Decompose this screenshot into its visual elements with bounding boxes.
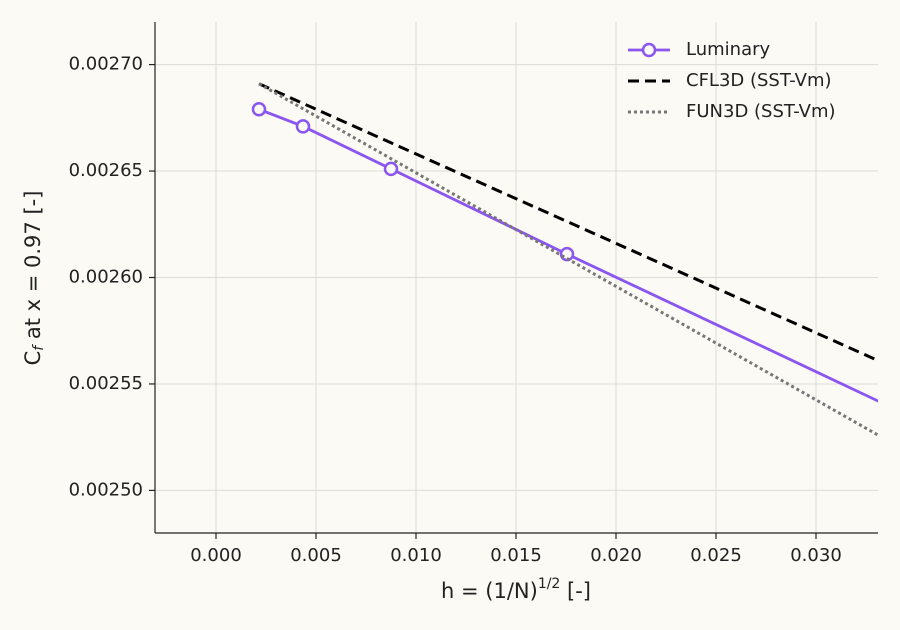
legend-label: Luminary xyxy=(686,39,770,60)
series-line xyxy=(258,107,878,403)
series-line xyxy=(258,82,878,362)
y-tick-label: 0.00270 xyxy=(69,54,143,75)
data-point xyxy=(890,404,900,416)
legend-label: CFL3D (SST-Vm) xyxy=(686,70,832,91)
plot-area xyxy=(251,82,900,437)
x-tick-label: 0.030 xyxy=(790,545,842,566)
y-tick-label: 0.00255 xyxy=(69,373,143,394)
series-line xyxy=(258,82,878,437)
x-tick-label: 0.015 xyxy=(490,545,542,566)
x-tick-label: 0.005 xyxy=(290,545,342,566)
data-point xyxy=(251,102,267,117)
x-tick-label: 0.000 xyxy=(190,545,242,566)
y-axis-label: Cf at x = 0.97 [-] xyxy=(21,191,47,366)
legend-label: FUN3D (SST-Vm) xyxy=(686,101,836,122)
grid xyxy=(155,22,878,533)
y-tick-label: 0.00250 xyxy=(69,479,143,500)
legend-marker xyxy=(641,42,657,58)
x-tick-label: 0.010 xyxy=(390,545,442,566)
x-tick-label: 0.020 xyxy=(590,545,642,566)
x-axis-label: h = (1/N)1/2 [-] xyxy=(441,576,591,603)
legend: Luminary CFL3D (SST-Vm) FUN3D (SST-Vm) xyxy=(628,39,836,122)
y-tick-label: 0.00265 xyxy=(69,160,143,181)
x-tick-label: 0.025 xyxy=(690,545,742,566)
data-point xyxy=(295,119,311,134)
y-tick-label: 0.00260 xyxy=(69,267,143,288)
data-point xyxy=(383,161,399,177)
